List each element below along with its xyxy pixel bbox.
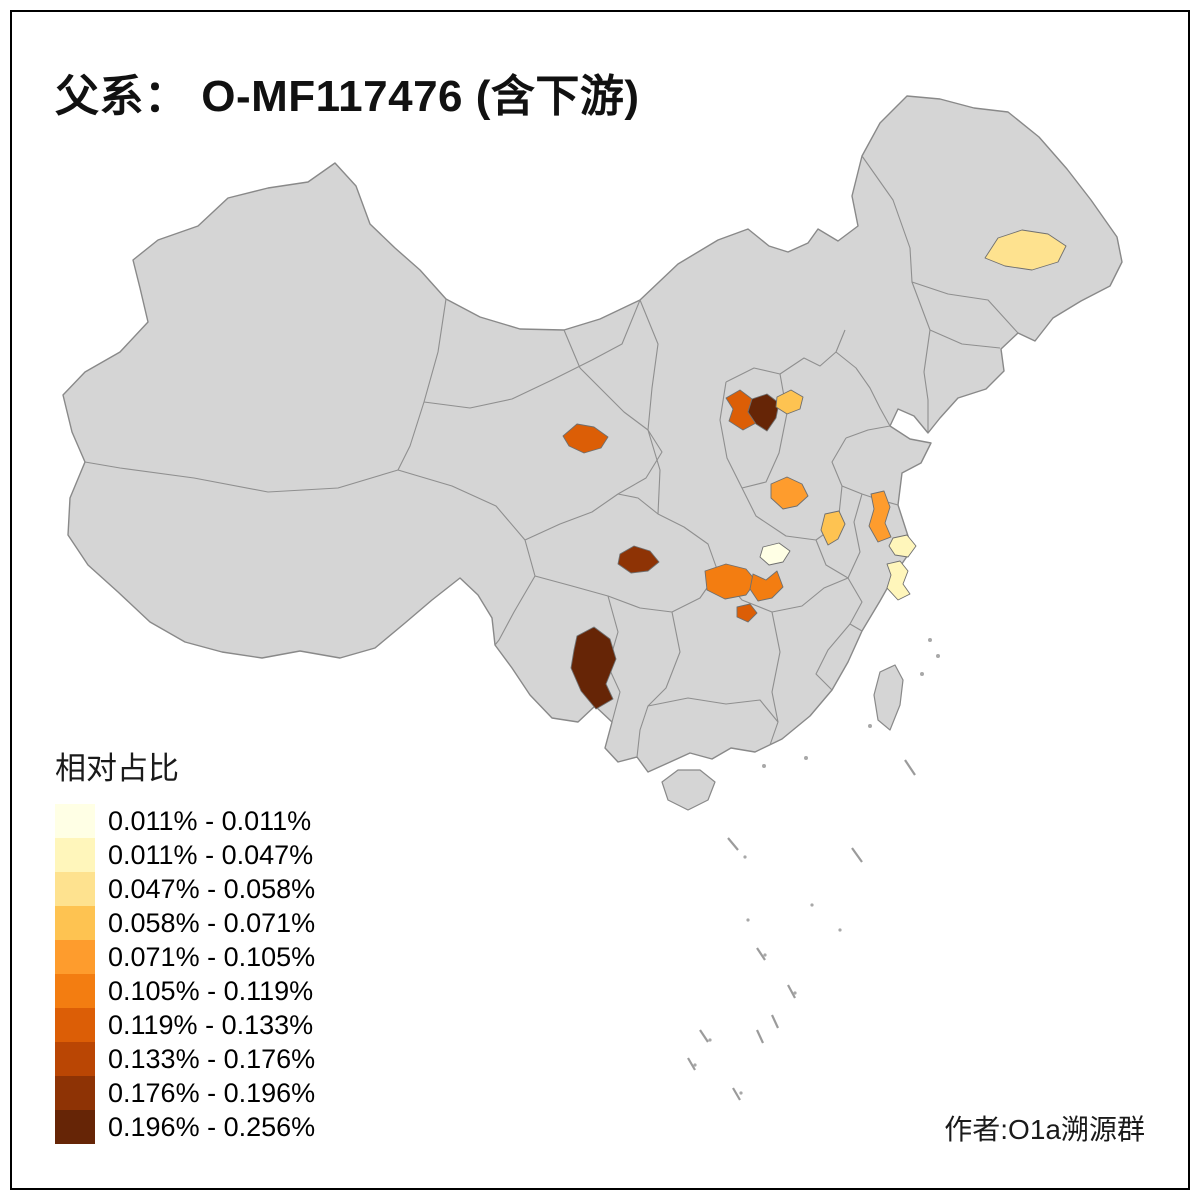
legend-swatch: [55, 1008, 95, 1042]
map-region-8: [868, 490, 892, 543]
legend-row: 0.105% - 0.119%: [55, 974, 315, 1008]
legend-row: 0.176% - 0.196%: [55, 1076, 315, 1110]
province-borders: [84, 155, 1019, 758]
legend-label: 0.176% - 0.196%: [108, 1077, 316, 1108]
page-title: 父系： O-MF117476 (含下游): [55, 72, 640, 121]
map-region-9: [888, 534, 917, 558]
legend-label: 0.071% - 0.105%: [108, 941, 316, 972]
map-region-5: [562, 423, 609, 454]
legend-swatch: [55, 1042, 95, 1076]
map-region-7: [820, 510, 846, 546]
legend-swatch: [55, 906, 95, 940]
legend-swatch: [55, 838, 95, 872]
map-region-10: [759, 542, 791, 566]
legend-label: 0.047% - 0.058%: [108, 873, 316, 904]
highlighted-regions: [562, 229, 1067, 710]
legend-swatch: [55, 804, 95, 838]
legend-rows: 0.011% - 0.011% 0.011% - 0.047% 0.047% -…: [55, 804, 315, 1144]
legend-row: 0.011% - 0.011%: [55, 804, 315, 838]
legend-swatch: [55, 974, 95, 1008]
legend-label: 0.133% - 0.176%: [108, 1043, 316, 1074]
legend-label: 0.058% - 0.071%: [108, 907, 316, 938]
map-region-1: [984, 229, 1067, 271]
legend-row: 0.011% - 0.047%: [55, 838, 315, 872]
legend-row: 0.119% - 0.133%: [55, 1008, 315, 1042]
legend-row: 0.047% - 0.058%: [55, 872, 315, 906]
legend-label: 0.011% - 0.047%: [108, 839, 314, 870]
attribution: 作者:O1a溯源群: [944, 1114, 1145, 1145]
map-region-4: [775, 389, 804, 415]
legend-swatch: [55, 1110, 95, 1144]
legend-label: 0.196% - 0.256%: [108, 1111, 316, 1142]
hainan-island: [661, 769, 716, 811]
map-region-3: [747, 393, 780, 432]
map-region-14: [617, 545, 660, 574]
legend-row: 0.133% - 0.176%: [55, 1042, 315, 1076]
legend-row: 0.058% - 0.071%: [55, 906, 315, 940]
legend-swatch: [55, 1076, 95, 1110]
legend-title: 相对占比: [55, 751, 179, 786]
legend: 相对占比 0.011% - 0.011% 0.011% - 0.047% 0.0…: [55, 743, 315, 1144]
legend-row: 0.071% - 0.105%: [55, 940, 315, 974]
legend-swatch: [55, 940, 95, 974]
legend-swatch: [55, 872, 95, 906]
legend-label: 0.105% - 0.119%: [108, 975, 314, 1006]
coastal-islands: [762, 638, 940, 768]
map-region-6: [770, 476, 809, 510]
map-region-16: [886, 560, 911, 601]
taiwan-island: [873, 664, 904, 731]
map-region-15: [570, 626, 617, 710]
legend-row: 0.196% - 0.256%: [55, 1110, 315, 1144]
legend-label: 0.119% - 0.133%: [108, 1009, 314, 1040]
map-region-13: [736, 603, 758, 623]
nine-dash-line: [687, 759, 916, 1101]
legend-label: 0.011% - 0.011%: [108, 805, 312, 836]
sea-islets: [693, 855, 842, 1095]
map-region-12: [749, 570, 784, 602]
